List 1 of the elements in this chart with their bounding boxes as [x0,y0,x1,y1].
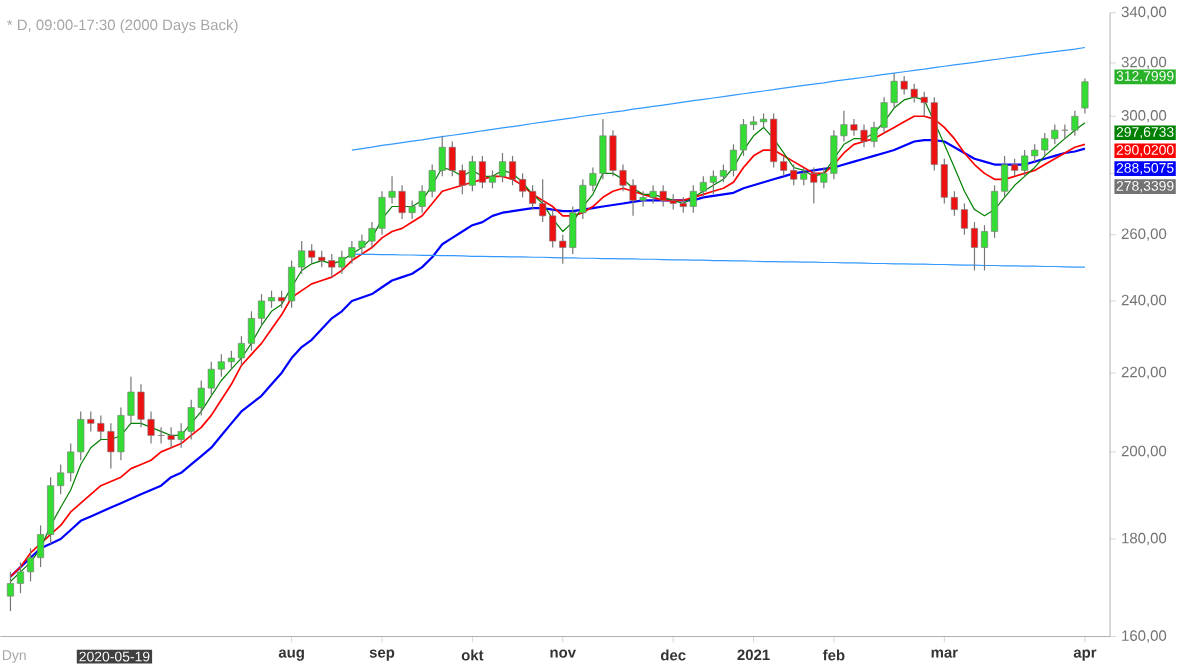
candlestick [1081,77,1089,114]
